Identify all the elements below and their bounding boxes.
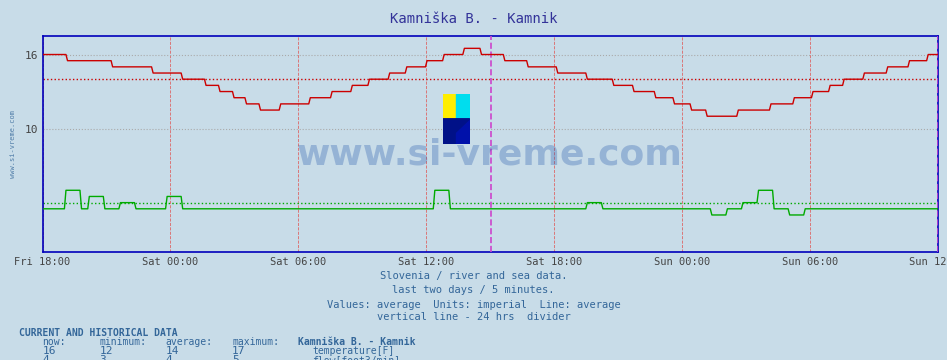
Polygon shape <box>443 94 456 119</box>
Polygon shape <box>443 119 470 144</box>
Text: 16: 16 <box>43 346 56 356</box>
Text: CURRENT AND HISTORICAL DATA: CURRENT AND HISTORICAL DATA <box>19 328 178 338</box>
Text: last two days / 5 minutes.: last two days / 5 minutes. <box>392 285 555 296</box>
Text: www.si-vreme.com: www.si-vreme.com <box>297 138 683 172</box>
Text: 12: 12 <box>99 346 113 356</box>
Polygon shape <box>456 94 470 119</box>
Text: average:: average: <box>166 337 213 347</box>
Bar <box>443 94 456 119</box>
Polygon shape <box>456 94 470 119</box>
Text: Values: average  Units: imperial  Line: average: Values: average Units: imperial Line: av… <box>327 300 620 310</box>
Polygon shape <box>443 119 456 144</box>
Text: 4: 4 <box>43 355 49 360</box>
Text: Kamniška B. - Kamnik: Kamniška B. - Kamnik <box>390 12 557 26</box>
Text: 4: 4 <box>166 355 172 360</box>
Text: www.si-vreme.com: www.si-vreme.com <box>10 110 16 178</box>
Text: Kamniška B. - Kamnik: Kamniška B. - Kamnik <box>298 337 416 347</box>
Text: maximum:: maximum: <box>232 337 279 347</box>
Text: flow[foot3/min]: flow[foot3/min] <box>313 355 401 360</box>
Polygon shape <box>456 94 470 119</box>
Text: vertical line - 24 hrs  divider: vertical line - 24 hrs divider <box>377 312 570 323</box>
Polygon shape <box>456 119 470 144</box>
Text: 14: 14 <box>166 346 179 356</box>
Text: temperature[F]: temperature[F] <box>313 346 395 356</box>
Text: 5: 5 <box>232 355 239 360</box>
Text: Slovenia / river and sea data.: Slovenia / river and sea data. <box>380 271 567 281</box>
Text: 17: 17 <box>232 346 245 356</box>
Polygon shape <box>443 94 456 119</box>
Text: minimum:: minimum: <box>99 337 147 347</box>
Text: 3: 3 <box>99 355 106 360</box>
Text: now:: now: <box>43 337 66 347</box>
